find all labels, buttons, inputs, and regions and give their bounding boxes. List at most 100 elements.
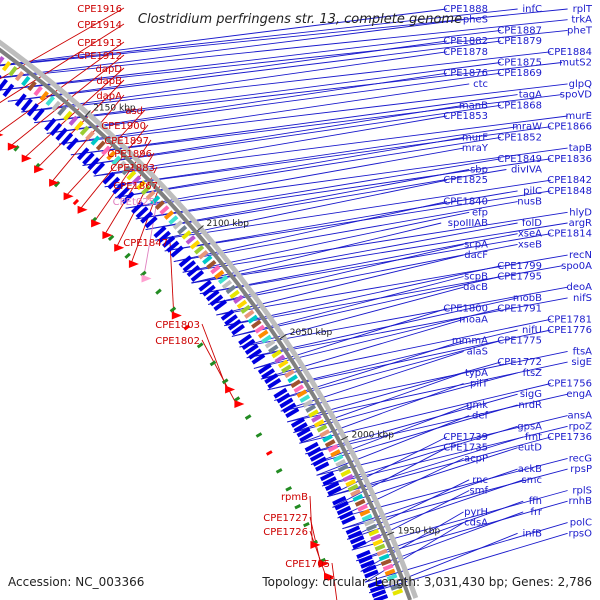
right-gene-label: xseA <box>518 229 542 240</box>
cog-color-band <box>390 583 402 591</box>
forward-strand-gene <box>157 230 171 243</box>
forward-strand-gene <box>205 289 220 302</box>
right-gene-label: pheS <box>463 15 488 26</box>
cog-color-band <box>293 384 305 394</box>
right-label-leader <box>208 243 518 305</box>
reverse-strand-gene <box>294 504 302 510</box>
right-gene-label: dacB <box>463 282 488 293</box>
right-label-leader <box>70 94 518 156</box>
left-label-leader <box>143 200 158 279</box>
cog-color-band <box>74 120 84 131</box>
right-gene-label: CPE1852 <box>497 132 542 143</box>
right-label-leader <box>145 169 507 231</box>
right-label-leader <box>310 404 470 466</box>
forward-strand-gene <box>334 500 349 511</box>
right-label-leader <box>0 19 464 78</box>
right-label-leader <box>216 254 464 316</box>
right-gene-label: CPE1882 <box>443 36 488 47</box>
cog-color-band <box>33 85 43 97</box>
forward-strand-gene <box>14 93 27 107</box>
reverse-strand-gene <box>244 414 252 420</box>
reverse-strand-gene <box>233 396 241 403</box>
right-label-leader <box>82 104 464 166</box>
cog-color-band <box>274 354 286 364</box>
forward-strand-gene <box>358 554 373 564</box>
forward-strand-gene <box>227 319 242 331</box>
right-gene-label: folD <box>522 218 542 229</box>
right-gene-label: pilT <box>470 379 489 390</box>
right-label-leader <box>0 8 518 66</box>
kbp-tick-label: 2150 kbp <box>93 104 136 114</box>
right-gene-label: infB <box>523 528 543 539</box>
right-label-leader <box>342 468 568 530</box>
right-label-leader <box>327 436 524 498</box>
right-label-leader <box>287 361 568 423</box>
forward-strand-gene <box>44 117 57 132</box>
right-gene-label: CPE1772 <box>497 357 542 368</box>
forward-strand-gene <box>364 569 379 579</box>
cog-color-band <box>361 513 373 522</box>
cog-color-band <box>111 155 122 166</box>
cog-color-band <box>370 533 382 542</box>
left-gene-label: CPEt025 <box>113 197 155 208</box>
forward-strand-gene <box>309 451 325 462</box>
forward-strand-gene <box>92 162 106 175</box>
cog-color-band <box>244 309 255 319</box>
forward-strand-gene <box>20 98 33 112</box>
right-gene-label: argR <box>569 218 592 229</box>
right-label-leader <box>7 40 501 102</box>
right-gene-label: CPE1848 <box>547 186 592 197</box>
cog-color-band <box>264 339 276 349</box>
cog-color-band <box>121 165 132 176</box>
forward-strand-gene <box>319 471 335 482</box>
cog-color-band <box>225 284 237 295</box>
right-label-leader <box>191 222 518 284</box>
left-gene-label: rpmB <box>281 492 308 503</box>
forward-strand-gene <box>349 535 365 545</box>
cog-color-band <box>194 245 205 255</box>
left-gene-label: CPE1900 <box>101 121 146 132</box>
cog-color-band <box>62 110 73 121</box>
right-label-leader <box>321 425 518 487</box>
genome-axis-line <box>0 47 412 600</box>
cog-color-band <box>106 150 117 161</box>
right-gene-label: efp <box>472 207 488 218</box>
accession-text: Accession: NC_003366 <box>8 575 144 589</box>
cog-color-band <box>350 488 361 497</box>
cog-color-band <box>340 469 352 478</box>
right-gene-label: rnhB <box>569 496 593 507</box>
right-gene-label: glpQ <box>569 79 592 90</box>
right-label-leader <box>332 447 518 508</box>
cog-color-band <box>233 294 244 304</box>
reverse-strand-gene <box>209 360 217 367</box>
cog-color-band <box>159 205 170 215</box>
forward-strand-gene <box>327 486 342 496</box>
cog-color-band <box>305 404 317 413</box>
forward-strand-gene <box>299 432 314 443</box>
right-gene-label: murF <box>462 132 488 143</box>
right-gene-label: fmt <box>525 432 542 443</box>
right-label-leader <box>93 115 568 177</box>
right-label-leader <box>182 211 568 273</box>
cog-color-band <box>145 190 156 201</box>
right-label-leader <box>46 72 447 134</box>
right-gene-label: engA <box>566 389 592 400</box>
right-gene-label: rpsP <box>570 464 592 475</box>
left-gene-arrow <box>102 231 113 240</box>
left-gene-arrow <box>114 243 125 252</box>
forward-strand-gene <box>248 348 263 360</box>
cog-color-band <box>90 135 101 146</box>
forward-strand-gene <box>314 461 330 472</box>
forward-strand-gene <box>144 216 158 229</box>
right-label-leader <box>125 147 464 209</box>
left-gene-arrow <box>171 311 182 320</box>
cog-color-band <box>154 200 165 210</box>
cog-color-band <box>57 105 67 116</box>
right-label-leader <box>135 158 551 220</box>
left-gene-label: CPE1896 <box>107 149 152 160</box>
right-gene-label: gpsA <box>517 421 542 432</box>
cog-color-band <box>254 324 266 334</box>
left-gene-arrow <box>225 385 236 394</box>
cog-color-band <box>327 444 339 453</box>
right-gene-label: CPE1799 <box>497 261 542 272</box>
